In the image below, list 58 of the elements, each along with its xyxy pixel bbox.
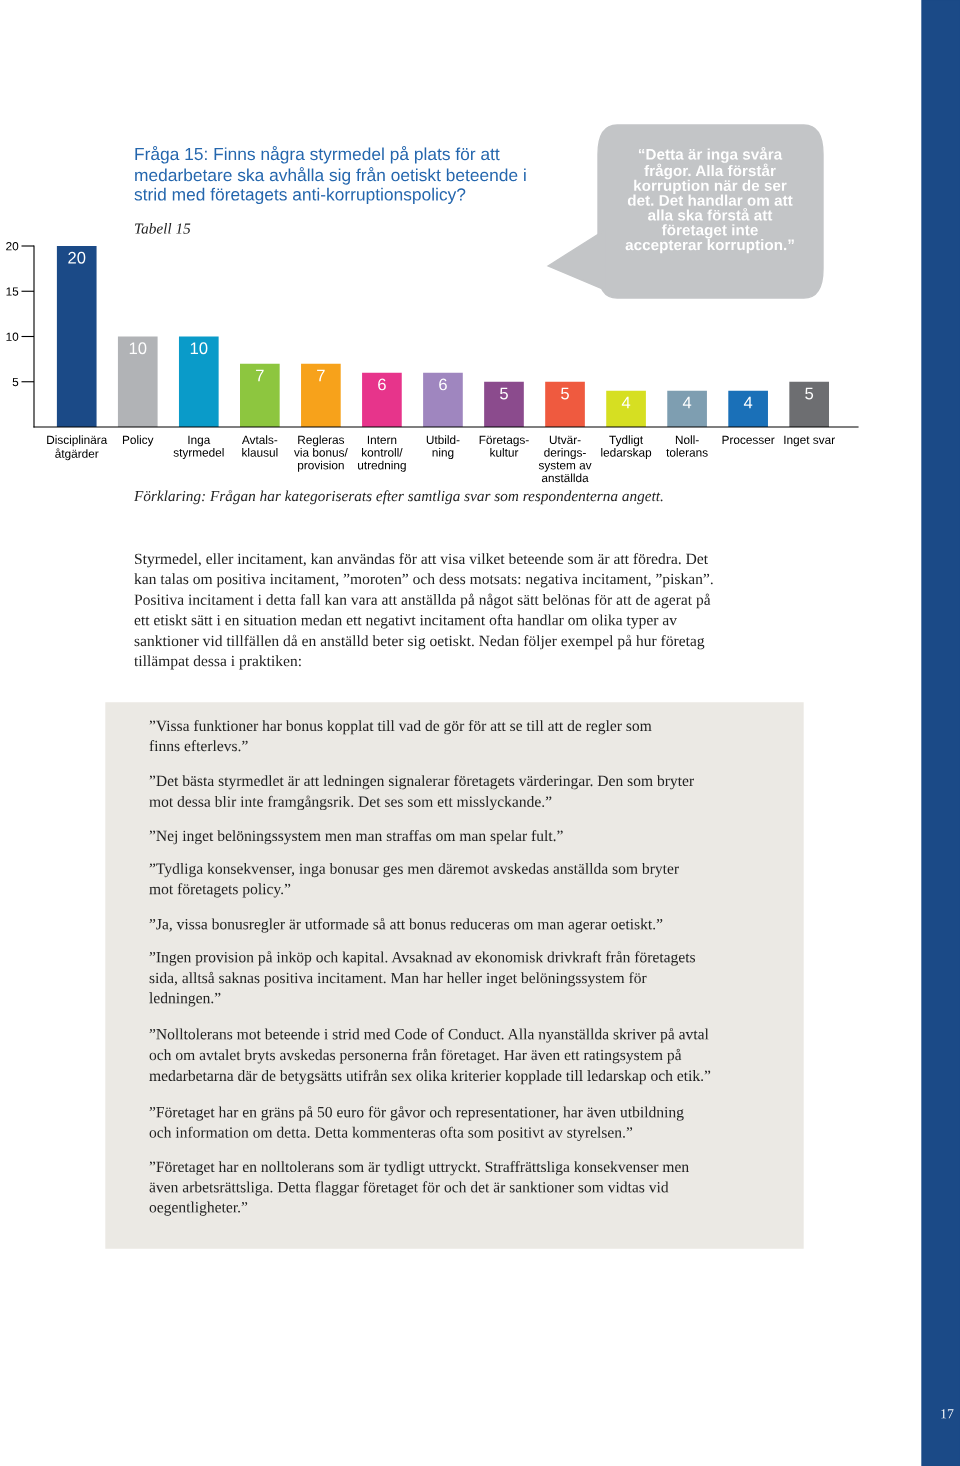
y-tick-label: 10 xyxy=(6,332,19,341)
x-tick-label: Inga styrmedel xyxy=(173,435,224,460)
data-label: 5 xyxy=(500,387,508,400)
bar xyxy=(56,246,97,427)
text: Styrmedel, eller incitament, kan användas för att visa vilket beteende som är att föredra. Det kan talas om positiva incitament, ”moroten” och dess motsats: negativa incitament, ”piskan”. Positiva incitament i detta fall kan vara att anställda på något sätt belönas för att de agerat på ett etiskt sätt i en situation medan ett negativt incitament ofta handlar om olika typer av sanktioner vid tillfällen då en anställd beter sig oetiskt. Nedan följer exempel på hur företag tillämpat dessa i praktiken: xyxy=(134,553,713,670)
text: ”Ja, vissa bonusregler är utformade så att bonus reduceras om man agerar oetiskt.” xyxy=(149,918,663,933)
data-label: 4 xyxy=(682,396,692,409)
data-label: 4 xyxy=(743,396,753,409)
text: ”Ingen provision på inköp och kapital. Avsaknad av ekonomisk drivkraft från företagets sida, alltså saknas positiva incitament. Man har heller inget belöningssystem för ledningen.” xyxy=(149,951,696,1007)
x-tick-label: Inget svar xyxy=(784,435,835,447)
text: ”Företaget har en nolltolerans som är tydligt uttryckt. Straffrättsliga konsekvenser men även arbetsrättsliga. Detta flaggar företaget för och det är sanktioner som vidtas vid oegentligheter.” xyxy=(149,1161,689,1216)
x-tick-label: Processer xyxy=(722,435,775,444)
x-tick-label: Tydligt ledarskap xyxy=(601,435,652,460)
data-label: 20 xyxy=(68,251,86,264)
bar xyxy=(484,381,524,427)
data-label: 4 xyxy=(621,396,631,409)
text: 17 xyxy=(941,1409,954,1419)
bar xyxy=(240,363,280,427)
data-label: 6 xyxy=(439,378,447,391)
text: ”Nej inget belöningssystem men man straffas om man spelar fult.” xyxy=(149,830,563,845)
x-tick-label: Företags- kultur xyxy=(479,435,529,457)
x-tick-label: Regleras via bonus/ provision xyxy=(294,435,348,472)
bar xyxy=(545,381,585,427)
bar xyxy=(178,336,219,427)
bar xyxy=(667,390,707,427)
chart-title: Fråga 15: Finns några styrmedel på plats för att medarbetare ska avhålla sig från oetiskt beteende i strid med företagets anti-korruptionspolicy? xyxy=(134,146,526,205)
bar xyxy=(301,363,341,427)
bar xyxy=(117,336,158,427)
data-label: 10 xyxy=(129,342,147,355)
y-tick-label: 20 xyxy=(6,242,19,251)
x-tick-label: Policy xyxy=(122,435,154,447)
bar xyxy=(423,372,463,427)
bar xyxy=(362,372,402,427)
text: Förklaring: Frågan har kategoriserats efter samtliga svar som respondenterna angett. xyxy=(133,490,663,505)
x-tick-label: Disciplinära åtgärder xyxy=(47,435,108,461)
bar xyxy=(789,381,830,427)
data-label: 7 xyxy=(317,369,325,382)
data-label: 6 xyxy=(378,378,386,391)
x-tick-label: Intern kontroll/ utredning xyxy=(358,435,406,472)
data-label: 5 xyxy=(561,387,569,400)
data-label: 10 xyxy=(190,342,208,355)
bar xyxy=(728,390,768,427)
x-tick-label: Avtals- klausul xyxy=(241,435,278,457)
y-tick-label: 15 xyxy=(6,287,19,296)
text: ”Det bästa styrmedlet är att ledningen signalerar företagets värderingar. Den som bryter mot dessa blir inte framgångsrik. Det ses som ett misslyckande.” xyxy=(149,775,694,811)
text: ”Tydliga konsekvenser, inga bonusar ges men däremot avskedas anställda som bryter mot företagets policy.” xyxy=(149,863,679,898)
bar xyxy=(606,390,646,427)
annotation: “Detta är inga svåra frågor. Alla förstår korruption när de ser det. Det handlar om att alla ska förstå att företaget inte accepterar korruption.” xyxy=(625,147,794,254)
chart-subtitle: Tabell 15 xyxy=(135,223,191,234)
text: ”Företaget har en gräns på 50 euro för gåvor och representationer, har även utbildning och information om detta. Detta kommenteras ofta som positivt av styrelsen.” xyxy=(149,1106,684,1141)
x-tick-label: Noll- tolerans xyxy=(666,435,708,457)
text: ”Nolltolerans mot beteende i strid med Code of Conduct. Alla nyanställda skriver på avtal och om avtalet bryts avskedas personerna från företaget. Har även ett ratingsystem på medarbetarna där de betygsätts utifrån sex olika kriterier kopplade till ledarskap och etik.” xyxy=(149,1028,711,1085)
text: ”Vissa funktioner har bonus kopplat till vad de gör för att se till att de regler som finns efterlevs.” xyxy=(149,720,652,752)
x-tick-label: Utvär- derings- system av anställda xyxy=(538,435,592,483)
data-label: 5 xyxy=(805,387,814,400)
x-tick-label: Utbild- ning xyxy=(426,435,460,460)
data-label: 7 xyxy=(256,369,264,382)
y-tick-label: 5 xyxy=(12,377,19,387)
